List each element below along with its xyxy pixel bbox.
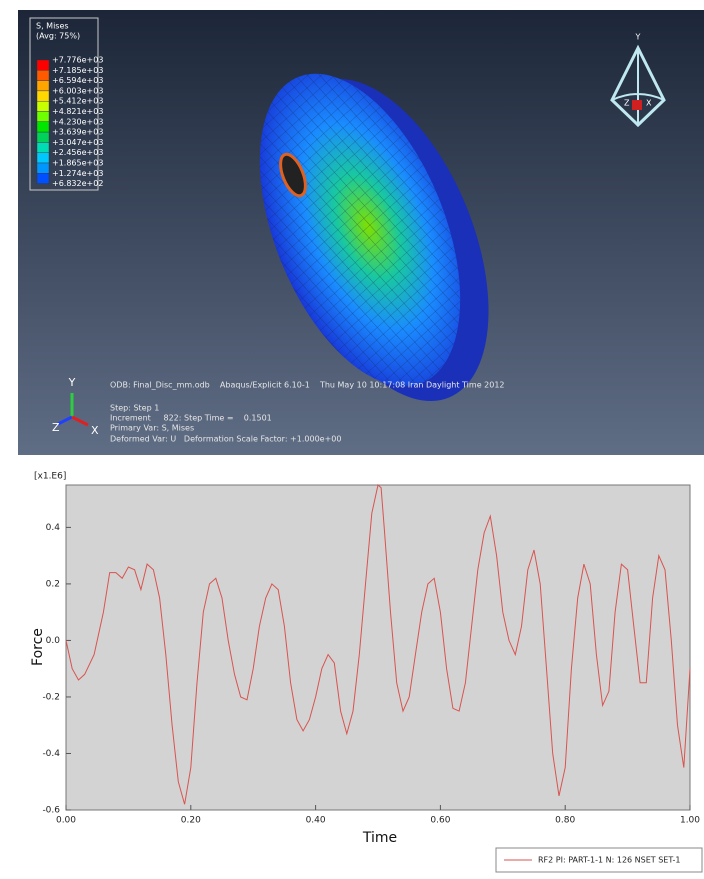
- contour-swatch: [36, 59, 50, 71]
- axis-label: Z: [52, 421, 60, 434]
- contour-swatch: [36, 173, 50, 184]
- axis-label: Z: [624, 99, 630, 108]
- contour-level: +4.821e+03: [52, 107, 103, 116]
- contour-swatch: [36, 162, 50, 174]
- multiplier: [x1.E6]: [34, 472, 66, 482]
- contour-swatch: [36, 121, 50, 133]
- plot-area: [65, 484, 691, 811]
- y-tick-label: 0.2: [46, 579, 60, 589]
- contour-swatch: [36, 70, 50, 81]
- contour-level: +3.047e+03: [52, 138, 103, 147]
- contour-level: +6.594e+03: [52, 76, 103, 85]
- contour-swatch: [36, 80, 50, 92]
- x-tick-label: 0.00: [56, 816, 76, 826]
- axis-label: X: [91, 424, 99, 437]
- contour-swatch: [36, 90, 50, 102]
- contour-level: +5.412e+03: [52, 97, 103, 106]
- disc-model: [259, 73, 489, 402]
- disc-hole: [279, 152, 307, 198]
- contour-swatch: [36, 142, 50, 153]
- x-tick-label: 0.80: [555, 816, 575, 826]
- contour-level: +1.865e+03: [52, 159, 103, 168]
- contour-level: +7.776e+03: [52, 56, 103, 65]
- legend-title: S, Mises: [36, 22, 69, 31]
- x-tick-label: 0.40: [306, 816, 326, 826]
- y-tick-label: 0.0: [46, 636, 61, 646]
- series-line: [65, 484, 691, 805]
- contour-level: +1.274e+03: [52, 169, 103, 178]
- contour-level: +6.832e+02: [52, 179, 103, 188]
- y-tick-label: -0.4: [42, 749, 60, 759]
- legend-subtitle: (Avg: 75%): [36, 32, 80, 41]
- y-axis-title: Force: [30, 628, 46, 666]
- axis-label: Y: [68, 376, 76, 389]
- contour-swatch: [36, 111, 50, 123]
- contour-level: +3.639e+03: [52, 128, 103, 137]
- legend-label: RF2 PI: PART-1-1 N: 126 NSET SET-1: [538, 856, 680, 865]
- info-line: ODB: Final_Disc_mm.odb Abaqus/Explicit 6…: [110, 381, 505, 390]
- axis-label: Y: [635, 33, 641, 42]
- contour-swatch: [36, 131, 50, 143]
- y-tick-label: 0.4: [46, 523, 61, 533]
- view-triad: Y Z X: [610, 33, 666, 128]
- legend-box: [29, 17, 99, 191]
- csys-triad: Y Z X: [52, 376, 99, 437]
- contour-level: +6.003e+03: [52, 86, 103, 95]
- x-tick-label: 1.00: [680, 816, 700, 826]
- contour-level: +2.456e+03: [52, 148, 103, 157]
- info-line: Increment 822: Step Time = 0.1501: [110, 414, 272, 423]
- info-line: Primary Var: S, Mises: [110, 424, 194, 433]
- contour-legend: +7.776e+03+7.185e+03+6.594e+03+6.003e+03…: [36, 56, 103, 188]
- x-axis-title: Time: [362, 830, 397, 846]
- contour-level: +7.185e+03: [52, 66, 103, 75]
- contour-swatch: [36, 152, 50, 164]
- y-tick-label: -0.2: [42, 692, 60, 702]
- contour-swatch: [36, 100, 50, 112]
- disc-mesh: [259, 73, 461, 387]
- info-line: Step: Step 1: [110, 404, 159, 413]
- axis-label: X: [646, 99, 652, 108]
- y-tick-label: -0.6: [42, 806, 60, 816]
- x-tick-label: 0.60: [430, 816, 450, 826]
- contour-level: +4.230e+03: [52, 117, 103, 126]
- info-line: Deformed Var: U Deformation Scale Factor…: [110, 435, 341, 444]
- x-tick-label: 0.20: [181, 816, 201, 826]
